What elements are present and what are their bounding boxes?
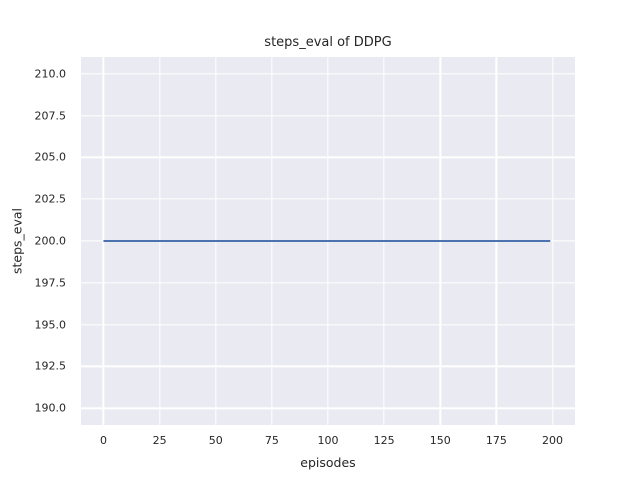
y-tick-label: 205.0 bbox=[34, 150, 67, 164]
x-tick-labels: 0 25 50 75 100 125 150 175 200 bbox=[81, 433, 575, 449]
y-tick-label: 190.0 bbox=[34, 401, 67, 415]
gridline-horizontal bbox=[81, 407, 575, 409]
x-tick-label: 50 bbox=[208, 434, 223, 447]
gridline-horizontal bbox=[81, 198, 575, 200]
x-tick-label: 150 bbox=[429, 434, 451, 447]
y-tick-label: 192.5 bbox=[34, 359, 67, 373]
x-tick-label: 25 bbox=[152, 434, 167, 447]
gridline-horizontal bbox=[81, 156, 575, 159]
y-tick-label: 195.0 bbox=[34, 318, 67, 332]
x-tick-label: 0 bbox=[99, 434, 107, 447]
x-tick-label: 125 bbox=[373, 434, 395, 447]
chart-title: steps_eval of DDPG bbox=[264, 35, 392, 50]
y-tick-label: 210.0 bbox=[34, 67, 67, 81]
y-tick-label: 202.5 bbox=[34, 192, 67, 206]
y-tick-label: 197.5 bbox=[34, 276, 67, 290]
y-tick-label: 207.5 bbox=[34, 109, 67, 123]
gridline-horizontal bbox=[81, 73, 575, 75]
plot-area bbox=[81, 57, 575, 425]
gridline-horizontal bbox=[81, 282, 575, 284]
x-tick-label: 100 bbox=[317, 434, 339, 447]
x-tick-label: 175 bbox=[485, 434, 507, 447]
x-tick-label: 200 bbox=[542, 434, 564, 447]
y-tick-labels: 190.0 192.5 195.0 197.5 200.0 202.5 205.0 207.5… bbox=[0, 57, 70, 425]
x-tick-label: 75 bbox=[264, 434, 279, 447]
y-tick-label: 200.0 bbox=[34, 234, 67, 248]
gridline-horizontal bbox=[81, 114, 575, 117]
data-line-layer bbox=[81, 57, 575, 425]
x-axis-label: episodes bbox=[300, 455, 356, 470]
gridline-horizontal bbox=[81, 323, 575, 326]
gridline-horizontal bbox=[81, 365, 575, 368]
